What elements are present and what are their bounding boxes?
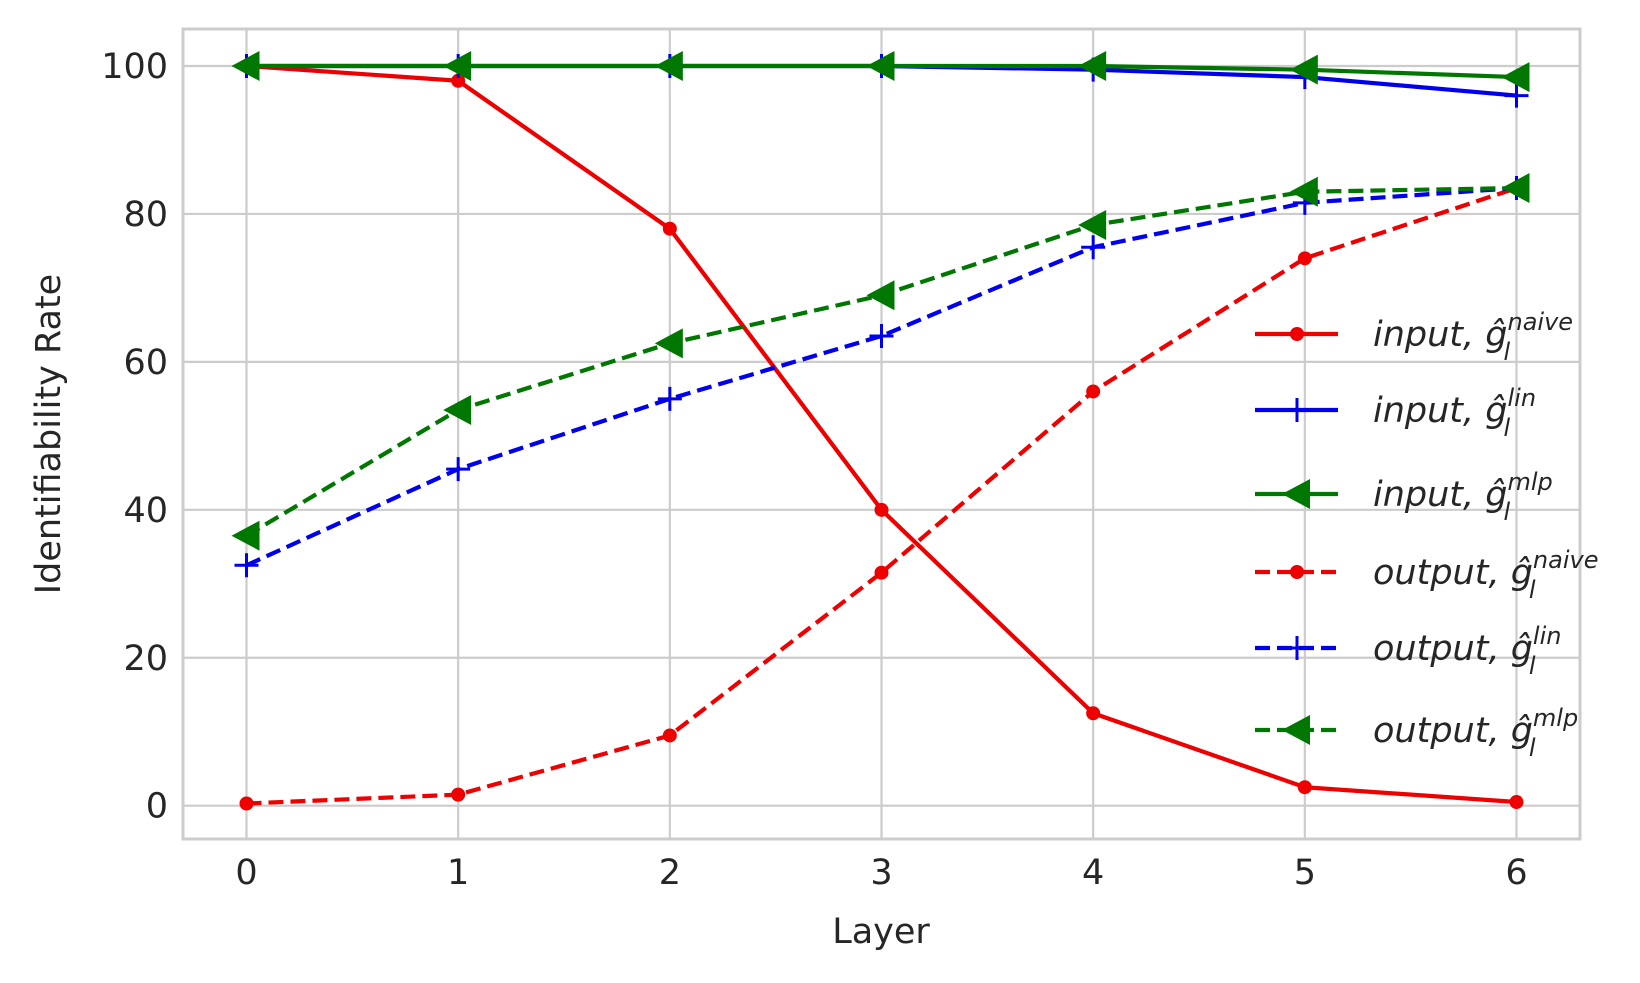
y-tick-label: 0 bbox=[146, 787, 168, 827]
legend-subscript: l bbox=[1529, 576, 1536, 604]
x-tick-label: 4 bbox=[1082, 853, 1104, 893]
y-tick-label: 60 bbox=[123, 343, 168, 383]
data-point bbox=[1297, 780, 1312, 795]
y-tick-label: 80 bbox=[123, 195, 168, 235]
data-point bbox=[654, 328, 683, 359]
series-layer bbox=[231, 50, 1530, 811]
y-tick-label: 40 bbox=[123, 491, 168, 531]
data-point bbox=[1501, 62, 1530, 93]
data-point bbox=[662, 221, 677, 236]
data-point bbox=[1504, 83, 1529, 108]
data-point bbox=[866, 280, 895, 311]
legend-label: output, ĝmlp bbox=[1373, 704, 1578, 751]
legend-marker bbox=[1282, 479, 1310, 509]
x-tick-label: 1 bbox=[447, 853, 469, 893]
data-point bbox=[654, 50, 683, 81]
data-point bbox=[1086, 706, 1101, 721]
data-point bbox=[866, 50, 895, 81]
data-point bbox=[874, 565, 889, 580]
series-2 bbox=[231, 50, 1530, 93]
data-point bbox=[234, 553, 259, 578]
x-axis-label: Layer bbox=[832, 912, 930, 952]
data-point bbox=[443, 394, 472, 425]
y-axis-label: Identifiability Rate bbox=[29, 274, 69, 594]
legend-marker bbox=[1282, 715, 1310, 745]
y-tick-label: 20 bbox=[123, 639, 168, 679]
data-point bbox=[1501, 173, 1530, 204]
series-5 bbox=[231, 173, 1530, 551]
data-point bbox=[1509, 795, 1524, 810]
data-point bbox=[451, 787, 466, 802]
data-point bbox=[443, 50, 472, 81]
x-tick-labels: 0 1 2 3 4 5 6 bbox=[235, 853, 1527, 893]
series-4 bbox=[234, 176, 1529, 578]
data-point bbox=[657, 386, 682, 411]
legend-label: output, ĝnaive bbox=[1373, 546, 1598, 593]
y-tick-labels: 0 20 40 60 80 100 bbox=[101, 47, 168, 827]
x-tick-label: 2 bbox=[659, 853, 681, 893]
data-point bbox=[231, 50, 260, 81]
legend-label: input, ĝlin bbox=[1373, 384, 1536, 431]
data-point bbox=[1078, 210, 1107, 241]
legend-label: input, ĝnaive bbox=[1373, 308, 1573, 355]
data-point bbox=[662, 728, 677, 743]
data-point bbox=[446, 457, 471, 482]
data-point bbox=[1086, 384, 1101, 399]
legend-subscript: l bbox=[1504, 338, 1511, 366]
data-point bbox=[869, 323, 894, 348]
x-tick-label: 0 bbox=[235, 853, 257, 893]
series-3 bbox=[239, 181, 1524, 811]
data-point bbox=[451, 73, 466, 88]
y-tick-label: 100 bbox=[101, 47, 168, 87]
data-point bbox=[874, 502, 889, 517]
legend-label: input, ĝmlp bbox=[1373, 468, 1553, 515]
data-point bbox=[239, 796, 254, 811]
legend-subscript: l bbox=[1529, 734, 1536, 762]
x-tick-label: 6 bbox=[1505, 853, 1527, 893]
x-tick-label: 5 bbox=[1294, 853, 1316, 893]
data-point bbox=[1297, 251, 1312, 266]
legend-label: output, ĝlin bbox=[1373, 622, 1561, 669]
plot-frame bbox=[181, 27, 1582, 841]
legend-subscript: l bbox=[1504, 498, 1511, 526]
data-point bbox=[231, 520, 260, 551]
data-point bbox=[1289, 176, 1318, 207]
legend-marker bbox=[1285, 636, 1309, 660]
legend-marker bbox=[1285, 398, 1309, 422]
legend-marker bbox=[1290, 565, 1304, 579]
legend-subscript: l bbox=[1529, 652, 1536, 680]
data-point bbox=[1081, 235, 1106, 260]
x-tick-label: 3 bbox=[870, 853, 892, 893]
data-point bbox=[1289, 54, 1318, 85]
legend-subscript: l bbox=[1504, 414, 1511, 442]
legend-marker bbox=[1290, 327, 1304, 341]
data-point bbox=[1078, 50, 1107, 81]
